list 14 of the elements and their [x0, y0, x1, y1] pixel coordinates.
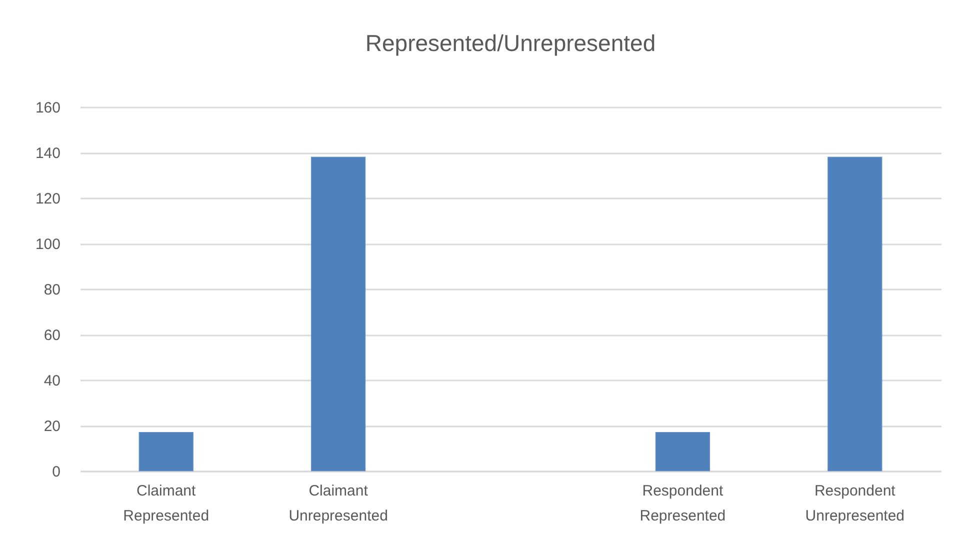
y-tick-label: 100 — [35, 236, 60, 253]
y-tick-label: 20 — [44, 418, 60, 435]
y-tick-label: 60 — [44, 327, 60, 344]
y-tick-label: 120 — [35, 190, 60, 208]
y-tick-label: 40 — [44, 372, 60, 390]
y-tick-label: 140 — [35, 145, 60, 162]
x-tick-label: Respondent Unrepresented — [805, 482, 905, 524]
y-tick-label: 160 — [35, 100, 60, 116]
chart-title: Represented/Unrepresented — [365, 30, 656, 56]
y-tick-label: 80 — [44, 282, 60, 298]
x-tick-label: Respondent Represented — [640, 482, 726, 524]
y-tick-label: 0 — [52, 464, 60, 480]
x-tick-label: Claimant Represented — [123, 482, 210, 524]
x-tick-label: Claimant Unrepresented — [288, 482, 388, 524]
